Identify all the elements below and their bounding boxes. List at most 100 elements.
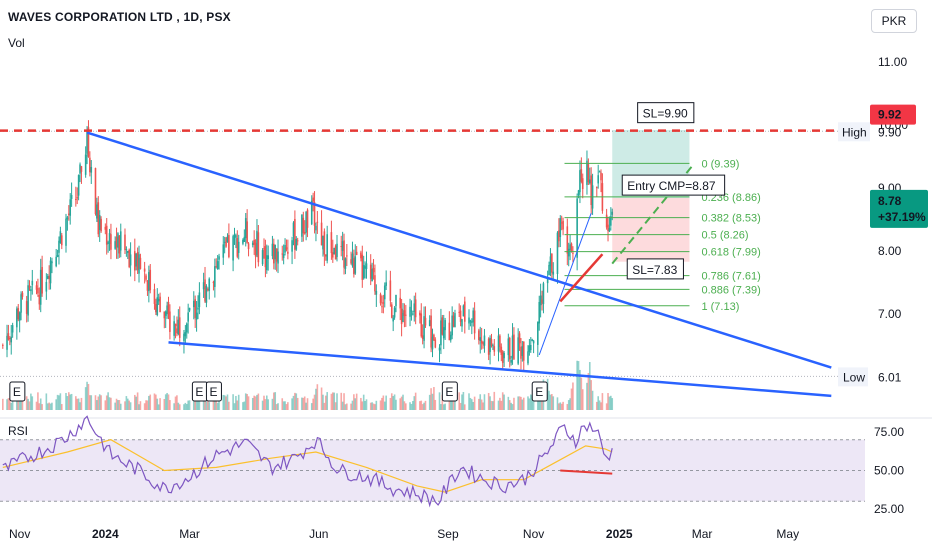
earnings-marker-text: E: [209, 385, 217, 399]
candle-body: [96, 204, 98, 219]
volume-bar: [510, 402, 512, 410]
volume-bar: [353, 394, 355, 410]
volume-bar: [287, 402, 289, 410]
volume-bar: [167, 394, 170, 410]
volume-bar: [527, 396, 529, 410]
volume-bar: [528, 398, 531, 410]
candle-body: [76, 197, 79, 199]
candle-body: [114, 241, 116, 249]
candle-body: [6, 335, 8, 350]
volume-bar: [310, 403, 313, 410]
volume-bar: [198, 395, 201, 410]
candle-body: [302, 217, 305, 234]
volume-bar: [332, 392, 334, 410]
time-tick-label: Mar: [179, 527, 200, 541]
volume-bar: [166, 392, 168, 410]
candle-body: [423, 316, 425, 341]
volume-bar: [320, 387, 323, 410]
candle-body: [395, 294, 397, 307]
candle-body: [454, 313, 456, 328]
volume-bar: [21, 398, 24, 410]
volume-bar: [350, 403, 352, 410]
earnings-marker-box: [9, 381, 26, 402]
candle-body: [281, 253, 284, 255]
volume-bar: [184, 402, 187, 410]
time-tick-label: 2024: [92, 527, 119, 541]
volume-bar: [261, 400, 264, 410]
volume-bar: [156, 398, 159, 410]
candle-body: [254, 242, 257, 257]
candle-body: [65, 218, 67, 246]
volume-bar: [145, 400, 147, 410]
candle-body: [128, 249, 130, 268]
candle-body: [51, 261, 53, 264]
candle-body: [580, 169, 583, 182]
volume-bar: [10, 402, 13, 410]
candle-body: [80, 166, 83, 172]
candle-body: [552, 271, 555, 275]
candle-body: [177, 319, 180, 335]
volume-bar: [124, 401, 126, 410]
volume-bar: [94, 395, 97, 410]
low-value-text: 6.01: [878, 370, 902, 384]
candle-body: [313, 202, 316, 226]
candle-body: [382, 302, 385, 304]
candle-body: [257, 232, 260, 263]
volume-bar: [458, 392, 460, 410]
candle-body: [235, 235, 237, 238]
volume-bar: [383, 401, 386, 410]
candle-body: [452, 315, 455, 327]
volume-bar: [58, 395, 60, 410]
volume-bar: [610, 395, 612, 410]
volume-bar: [110, 397, 112, 410]
volume-bar: [35, 401, 38, 410]
volume-bar: [595, 401, 598, 410]
candle-body: [205, 286, 208, 303]
volume-bar: [296, 397, 299, 410]
volume-bar: [513, 397, 515, 410]
earnings-marker-box: [205, 381, 222, 402]
volume-bar: [303, 396, 306, 410]
candle-body: [100, 218, 102, 232]
volume-bar: [51, 402, 53, 410]
candle-body: [118, 235, 121, 254]
candle-body: [385, 282, 387, 286]
candle-body: [119, 231, 122, 251]
currency-button[interactable]: PKR: [871, 9, 917, 33]
volume-bar: [412, 401, 414, 410]
candle-body: [70, 194, 73, 199]
candle-body: [478, 330, 480, 341]
volume-bar: [80, 397, 83, 410]
volume-bar: [539, 399, 542, 410]
volume-bar: [560, 403, 563, 410]
volume-bar: [591, 390, 594, 410]
volume-bar: [487, 392, 490, 410]
earnings-marker: E: [9, 381, 26, 402]
volume-bar: [208, 402, 211, 410]
candle-body: [560, 222, 563, 224]
fib-level-label: 1 (7.13): [701, 301, 739, 313]
candle-body: [226, 236, 229, 243]
volume-bar: [559, 402, 562, 410]
candle-body: [134, 251, 136, 271]
volume-bar: [517, 396, 519, 410]
volume-bar: [75, 396, 77, 410]
candle-body: [597, 175, 599, 184]
candle-body: [320, 222, 323, 246]
candle-body: [39, 269, 42, 305]
earnings-marker: E: [191, 381, 208, 402]
candle-body: [487, 338, 490, 355]
volume-bar: [566, 404, 569, 410]
volume-bar: [6, 399, 8, 410]
candle-body: [153, 289, 156, 304]
high-label-text: High: [842, 125, 867, 139]
candle-body: [173, 321, 175, 336]
volume-bar: [324, 395, 327, 410]
volume-bar: [567, 400, 570, 410]
volume-bar: [389, 397, 392, 410]
volume-bar: [16, 398, 18, 410]
entry-label-text: Entry CMP=8.87: [627, 179, 716, 193]
candle-body: [129, 254, 132, 266]
volume-bar: [469, 397, 472, 410]
